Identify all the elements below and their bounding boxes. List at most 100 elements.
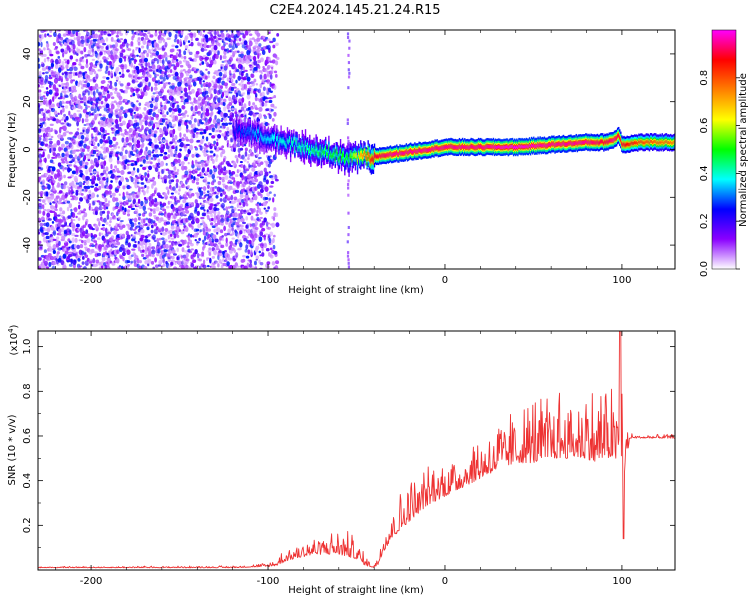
spectrogram-cell	[212, 186, 215, 192]
spectrogram-cell	[106, 90, 110, 94]
spectrogram-cell	[105, 139, 109, 144]
spectrogram-cell	[207, 105, 210, 110]
spectrogram-cell	[131, 114, 134, 120]
spectrogram-cell	[261, 252, 265, 257]
spectrogram-cell	[68, 202, 73, 209]
spectrogram-cell	[226, 140, 230, 144]
spectrogram-cell	[275, 42, 279, 46]
spectrogram-cell	[170, 170, 175, 175]
spectrogram-cell	[153, 239, 157, 243]
spectrogram-cell	[228, 34, 232, 39]
spectrogram-cell	[137, 126, 140, 130]
spectrogram-cell	[54, 208, 58, 211]
spectrogram-cell	[97, 142, 100, 147]
spectrogram-cell	[51, 166, 56, 172]
spectrogram-cell	[89, 71, 94, 75]
spectrogram-cell	[256, 37, 261, 42]
spectrogram-cell	[131, 153, 135, 157]
spectrogram-cell	[74, 237, 78, 243]
spectrogram-cell	[108, 157, 113, 163]
spectrogram-cell	[86, 105, 91, 108]
spectrogram-cell	[152, 164, 156, 168]
spectrogram-cell	[118, 264, 122, 268]
spectrogram-cell	[87, 49, 92, 55]
spectrogram-cell	[265, 233, 269, 236]
spectrogram-cell	[135, 122, 140, 127]
spectrogram-cell	[93, 234, 98, 238]
spectrogram-cell	[120, 106, 124, 110]
spectrogram-cell	[231, 227, 234, 232]
spectrogram-cell	[43, 97, 48, 100]
spectrogram-cell	[158, 213, 161, 216]
spectrogram-cell	[111, 62, 115, 68]
spectrogram-cell	[92, 38, 97, 42]
spectrogram-cell	[105, 203, 110, 207]
spectrogram-cell	[248, 40, 253, 47]
spectrogram-cell	[140, 229, 145, 234]
spectrogram-cell	[102, 95, 107, 98]
spectrogram-cell	[136, 181, 140, 185]
spectrogram-cell	[81, 227, 84, 232]
spectrogram-cell	[150, 208, 153, 212]
spectrogram-cell	[222, 191, 227, 195]
spectrogram-cell	[71, 237, 75, 244]
spectrogram-cell	[40, 85, 45, 89]
spectrogram-cell	[48, 89, 53, 95]
spectrogram-cell	[234, 189, 240, 194]
spectrogram-cell	[138, 47, 141, 54]
spectrogram-cell	[67, 215, 72, 219]
spectrogram-cell	[346, 182, 350, 186]
spectrogram-cell	[228, 27, 230, 29]
spectrogram-cell	[199, 31, 203, 37]
spectrogram-cell	[190, 41, 194, 47]
spectrogram-cell	[185, 258, 190, 262]
spectrogram-cell	[105, 146, 110, 153]
spectrogram-cell	[170, 225, 175, 230]
spectrogram-cell	[185, 226, 189, 232]
spectrogram-cell	[249, 259, 252, 265]
spectrogram-cell	[108, 190, 112, 195]
spectrogram-cell	[139, 241, 144, 246]
spectrogram-cell	[118, 30, 122, 34]
spectrogram-cell	[143, 150, 148, 156]
spectrogram-cell	[181, 138, 186, 141]
spectrogram-cell	[197, 113, 201, 116]
spectrogram-cell	[115, 34, 120, 38]
spectrogram-cell	[84, 161, 89, 166]
spectrogram-cell	[194, 134, 199, 139]
spectrogram-cell	[106, 83, 110, 90]
spectrogram-cell	[75, 131, 80, 136]
spectrogram-cell	[132, 130, 137, 136]
spectrogram-cell	[154, 197, 158, 203]
spectrogram-cell	[45, 87, 49, 90]
spectrogram-cell	[151, 48, 154, 52]
spectrogram-cell	[134, 182, 138, 189]
spectrogram-cell	[347, 186, 350, 190]
spectrogram-cell	[346, 122, 349, 126]
spectrogram-cell	[49, 159, 54, 164]
spectrogram-cell	[266, 44, 271, 51]
spectrogram-cell	[173, 266, 178, 269]
spectrogram-cell	[71, 138, 76, 144]
spectrogram-cell	[269, 185, 274, 188]
spectrogram-cell	[206, 209, 209, 213]
spectrogram-cell	[193, 176, 196, 181]
spectrogram-cell	[138, 114, 143, 119]
spectrogram-cell	[97, 38, 102, 45]
spectrogram-cell	[180, 90, 183, 94]
spectrogram-cell	[103, 59, 108, 63]
spectrogram-cell	[46, 48, 50, 51]
spectrogram-cell	[205, 150, 209, 153]
spectrogram-cell	[120, 176, 125, 183]
spectrogram-cell	[163, 192, 168, 198]
spectrogram-cell	[52, 41, 56, 47]
spectrogram-cell	[346, 240, 349, 244]
spectrogram-cell	[84, 54, 88, 58]
spectrogram-cell	[227, 257, 233, 261]
spectrogram-cell	[200, 83, 203, 88]
spectrogram-cell	[273, 84, 277, 90]
spectrogram-cell	[136, 107, 139, 112]
spectrogram-cell	[180, 181, 183, 185]
spectrogram-cell	[156, 242, 161, 247]
spectrogram-cell	[214, 238, 219, 243]
